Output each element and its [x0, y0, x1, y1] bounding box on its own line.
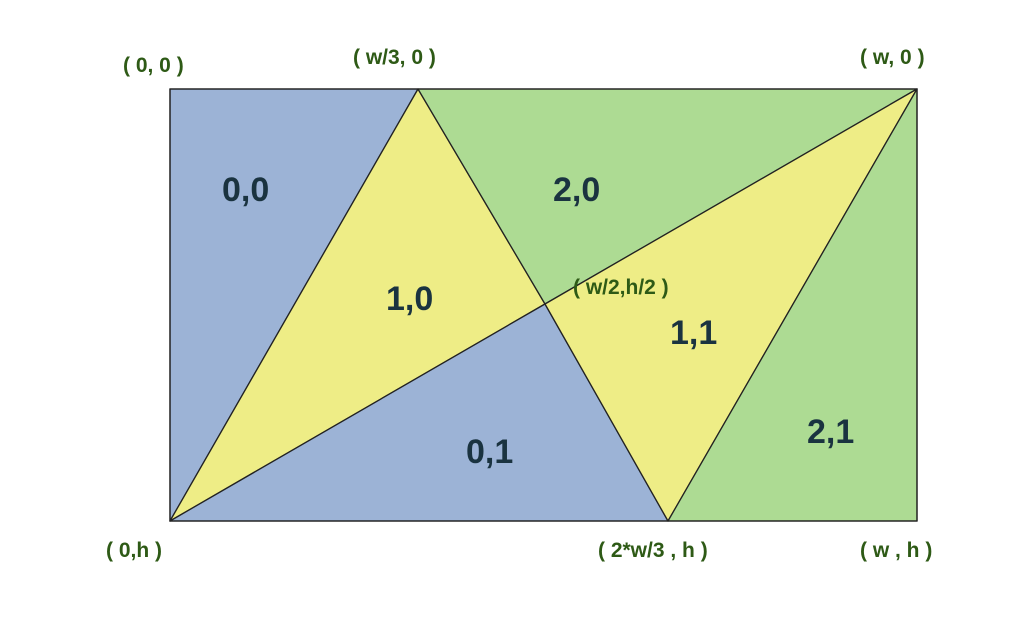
coord-label-center: ( w/2,h/2 )	[573, 276, 669, 299]
region-label-1-0: 1,0	[386, 280, 433, 318]
region-label-1-1: 1,1	[670, 314, 717, 352]
coord-label-bottom-right: ( w , h )	[860, 539, 932, 562]
outer-rectangle	[169, 88, 918, 522]
region-label-0-0: 0,0	[222, 171, 269, 209]
region-label-2-0: 2,0	[553, 171, 600, 209]
coord-label-bottom-left: ( 0,h )	[106, 539, 162, 562]
coord-label-top-third: ( w/3, 0 )	[353, 46, 436, 69]
coord-label-bottom-two-thirds: ( 2*w/3 , h )	[598, 539, 708, 562]
coord-label-top-left: ( 0, 0 )	[123, 54, 184, 77]
coord-label-top-right: ( w, 0 )	[860, 46, 925, 69]
region-label-2-1: 2,1	[807, 413, 854, 451]
region-label-0-1: 0,1	[466, 433, 513, 471]
